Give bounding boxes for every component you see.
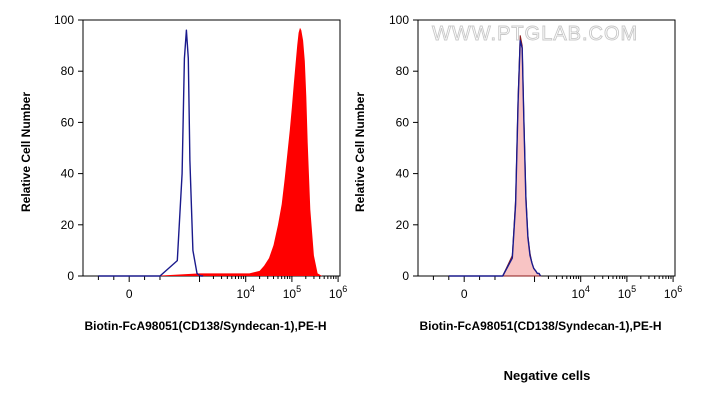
x-axis-title: Biotin-FcA98051(CD138/Syndecan-1),PE-H — [84, 319, 326, 333]
x-tick-label: 0 — [126, 287, 133, 301]
y-tick-label: 60 — [396, 115, 410, 129]
x-tick-label: 104 — [237, 284, 255, 301]
y-tick-label: 80 — [396, 64, 410, 78]
right-histogram-panel: 0 20 40 60 80 100 Relative Cell Number 0 104 105 1… — [353, 13, 682, 333]
x-tick-label: 104 — [572, 284, 590, 301]
y-tick-label: 0 — [402, 269, 409, 283]
x-tick-label: 106 — [329, 284, 347, 301]
plot-frame — [417, 19, 676, 277]
y-axis-title: Relative Cell Number — [353, 92, 367, 212]
x-tick-label: 105 — [283, 284, 301, 301]
control-histogram-line — [98, 29, 204, 277]
y-axis-title: Relative Cell Number — [19, 92, 33, 212]
y-tick-label: 20 — [396, 218, 410, 232]
y-tick-label: 40 — [61, 167, 75, 181]
x-axis-title: Biotin-FcA98051(CD138/Syndecan-1),PE-H — [419, 319, 661, 333]
left-histogram-panel: 0 20 40 60 80 100 Relative Cell Number 0 104 105 1… — [19, 13, 347, 333]
y-tick-label: 80 — [61, 64, 75, 78]
figure-caption: Negative cells — [504, 368, 591, 383]
y-tick-label: 100 — [389, 13, 409, 27]
negative-sample-histogram — [448, 35, 542, 277]
x-tick-label: 0 — [461, 287, 468, 301]
positive-sample-histogram — [152, 27, 323, 277]
x-tick-label: 106 — [664, 284, 682, 301]
y-tick-label: 100 — [54, 13, 74, 27]
x-tick-label: 105 — [618, 284, 636, 301]
y-tick-label: 60 — [61, 115, 75, 129]
y-tick-label: 0 — [67, 269, 74, 283]
watermark: WWW.PTGLAB.COM — [432, 23, 638, 45]
control-histogram-line — [448, 39, 542, 277]
y-tick-label: 20 — [61, 218, 75, 232]
y-tick-label: 40 — [396, 167, 410, 181]
